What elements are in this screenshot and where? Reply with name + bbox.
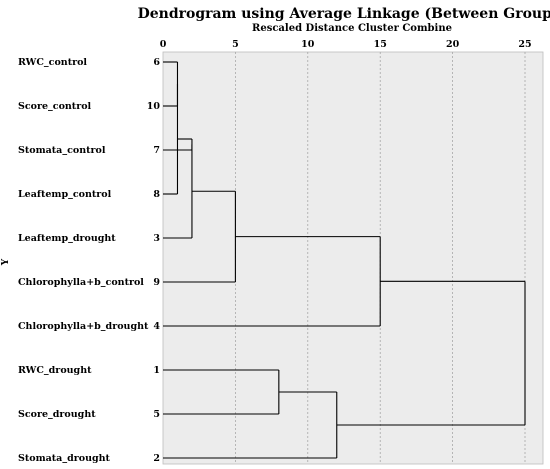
dendrogram-links [163, 61, 526, 459]
x-tick-labels: 0 5 10 15 20 25 [160, 39, 532, 50]
x-tick-label: 20 [446, 39, 460, 50]
x-tick-label: 15 [374, 39, 387, 50]
leaf-labels: RWC_control 6 Score_control 10 Stomata_contr… [18, 57, 160, 464]
plot-area [162, 51, 544, 465]
case-number: 4 [153, 321, 160, 332]
leaf-label: Leaftemp_control [18, 189, 112, 200]
leaf-label: Chlorophylla+b_control [18, 277, 144, 288]
case-number: 5 [153, 409, 160, 420]
chart-subtitle: Rescaled Distance Cluster Combine [252, 23, 452, 34]
leaf-label: Stomata_drought [18, 453, 111, 464]
leaf-label: Score_drought [18, 409, 96, 420]
case-number: 6 [153, 57, 160, 68]
leaf-label: RWC_control [18, 57, 87, 68]
case-number: 8 [153, 189, 160, 200]
x-tick-label: 5 [232, 39, 239, 50]
y-axis-label: Y [1, 258, 11, 266]
x-tick-label: 25 [518, 39, 531, 50]
case-number: 3 [153, 233, 160, 244]
leaf-label: Stomata_control [18, 145, 106, 156]
x-tick-label: 10 [301, 39, 315, 50]
case-number: 9 [153, 277, 160, 288]
case-number: 1 [153, 365, 160, 376]
x-tick-label: 0 [160, 39, 167, 50]
case-number: 7 [153, 145, 160, 156]
chart-title: Dendrogram using Average Linkage (Betwee… [138, 6, 550, 22]
case-number: 10 [147, 101, 161, 112]
leaf-label: RWC_drought [18, 365, 92, 376]
leaf-label: Leaftemp_drought [18, 233, 116, 244]
leaf-label: Score_control [18, 101, 92, 112]
leaf-label: Chlorophylla+b_drought [18, 321, 149, 332]
case-number: 2 [153, 453, 160, 464]
